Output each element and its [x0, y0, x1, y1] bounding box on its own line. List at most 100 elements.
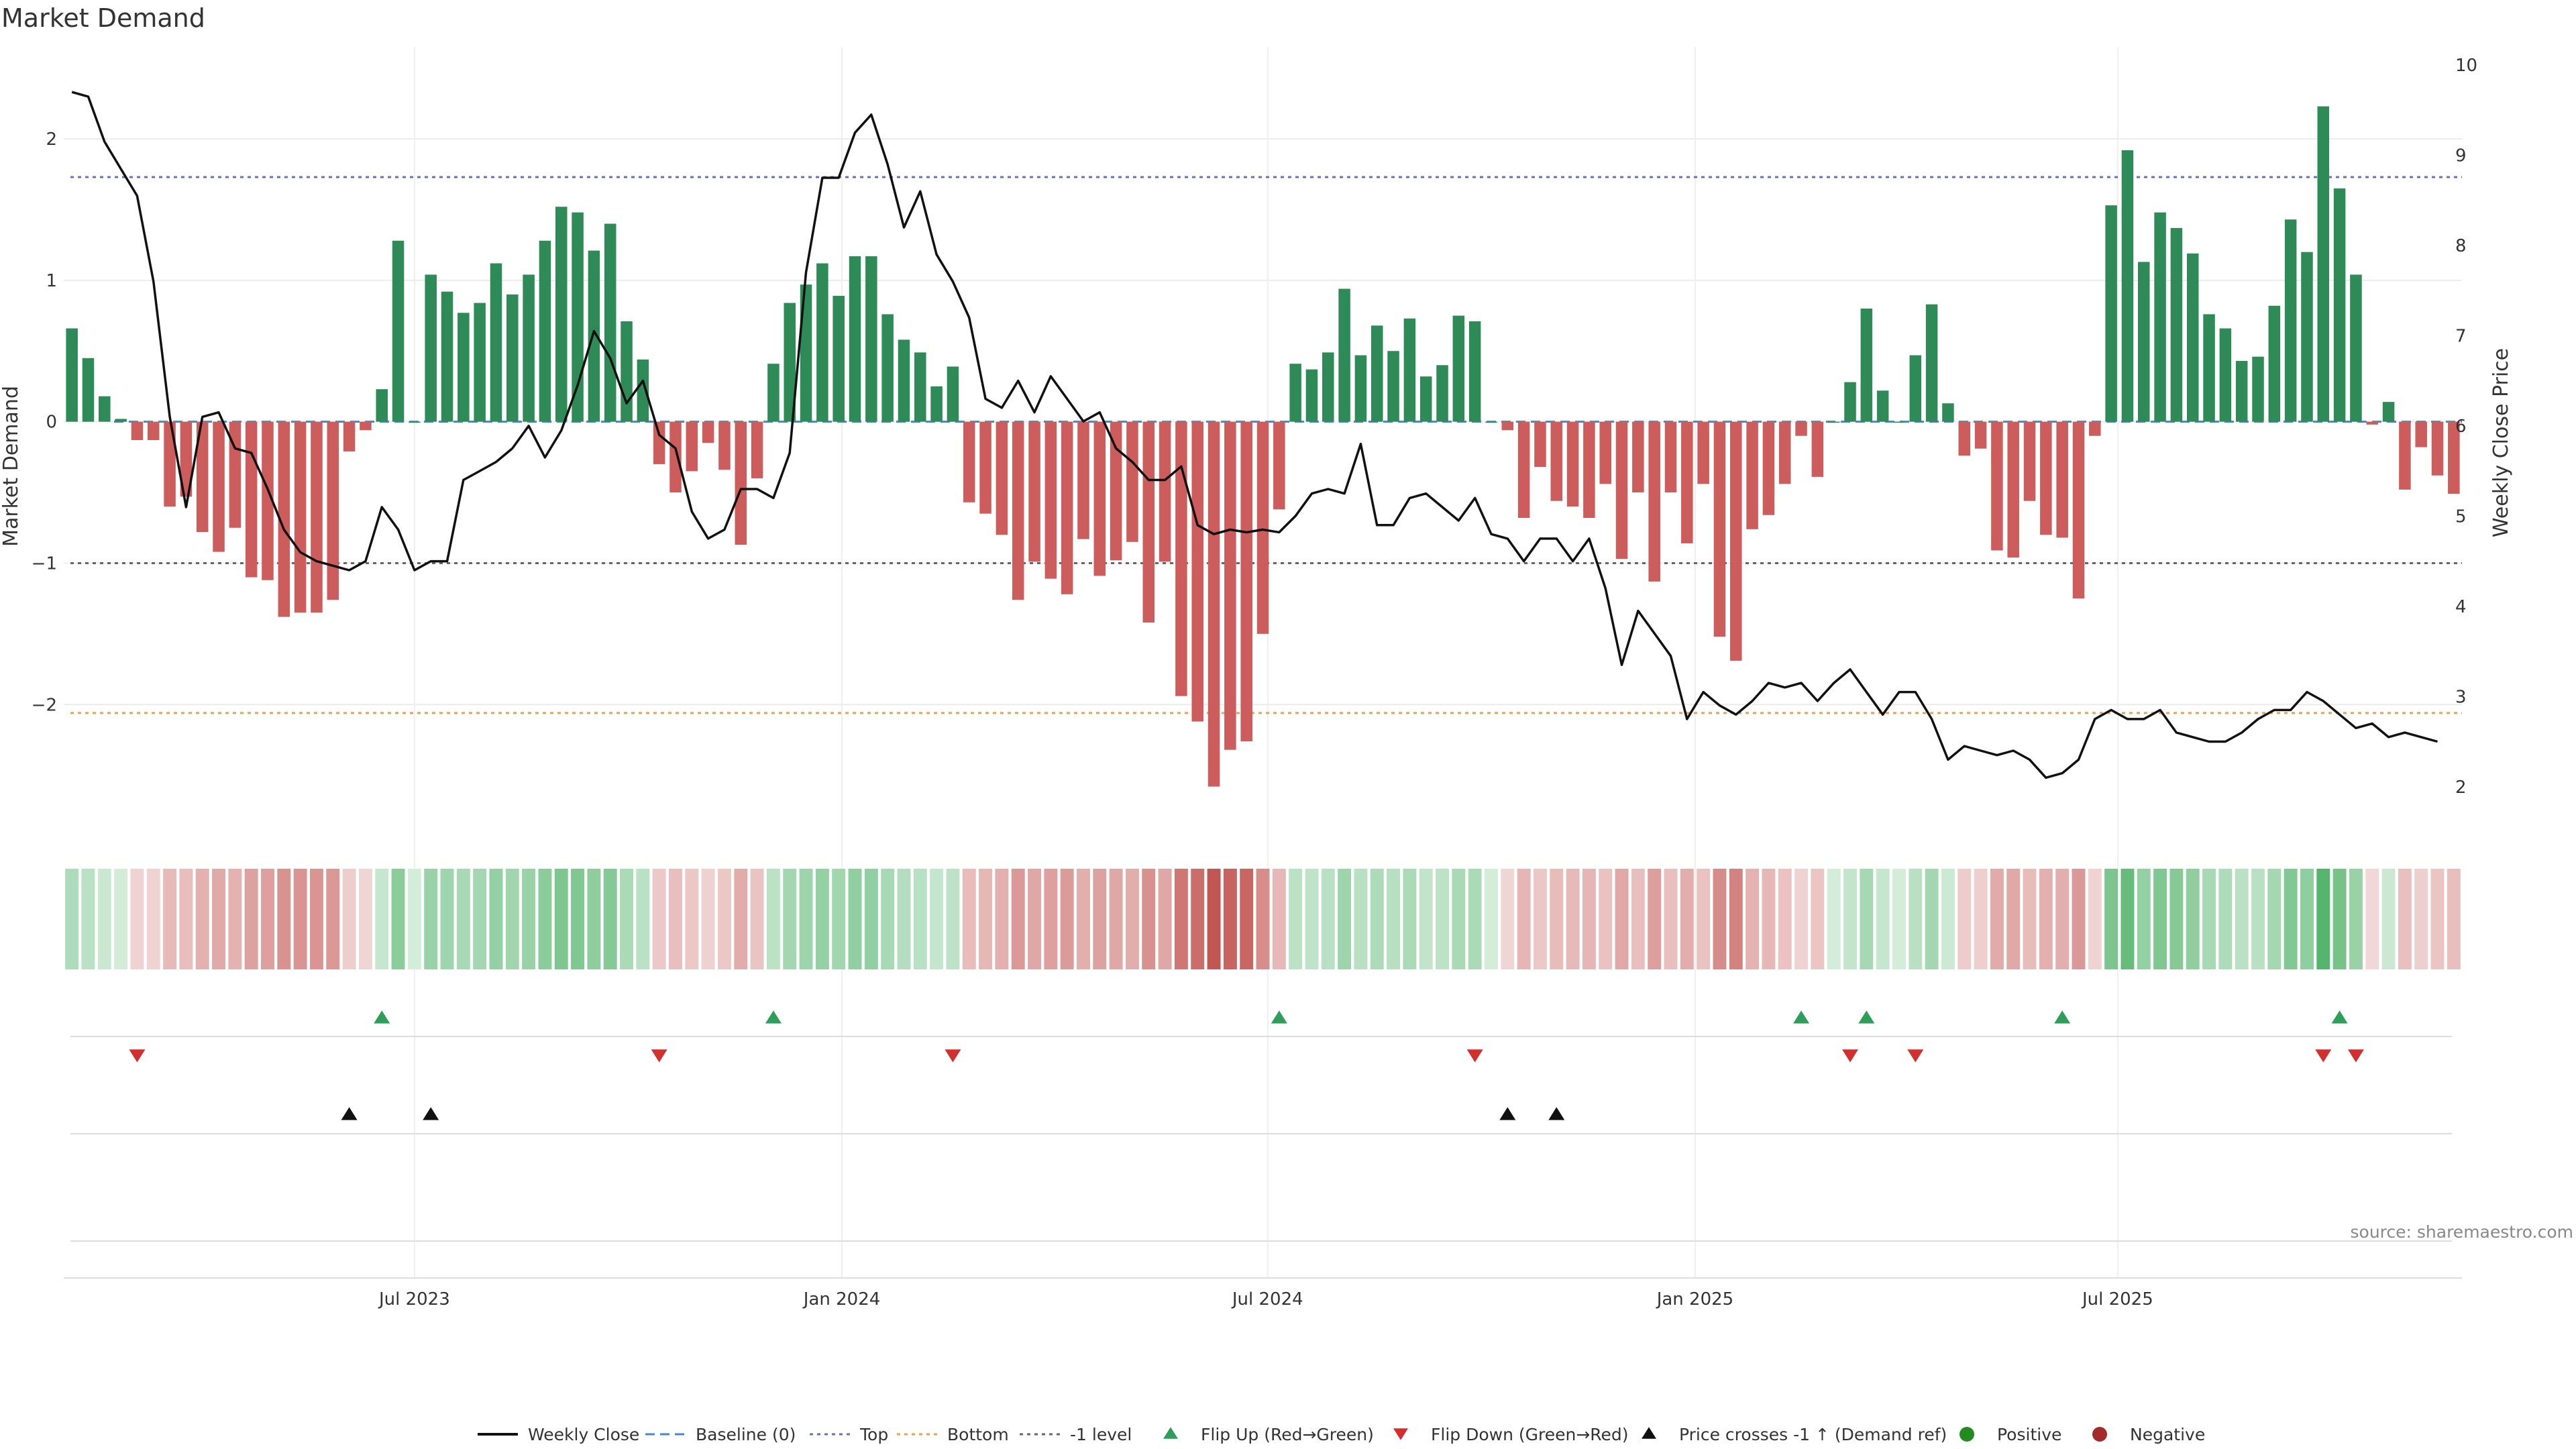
demand-bar [458, 313, 470, 422]
heatmap-cell [685, 869, 699, 969]
demand-bar [311, 421, 323, 613]
heatmap-cell [375, 869, 389, 969]
heatmap-cell [1925, 869, 1939, 969]
heatmap-cell [1533, 869, 1547, 969]
left-tick-label: −2 [32, 695, 57, 715]
heatmap-cell [620, 869, 634, 969]
demand-bar [1974, 421, 1987, 449]
heatmap-cell [1990, 869, 2004, 969]
weekly-close-line [71, 91, 2438, 780]
heatmap-cell [995, 869, 1009, 969]
demand-bar [1501, 421, 1514, 431]
heatmap-cell [1158, 869, 1172, 969]
demand-bar [539, 240, 551, 422]
demand-bar [735, 421, 747, 545]
heatmap-cell [799, 869, 813, 969]
legend: Weekly Close Baseline (0) Top Bottom -1 leve… [478, 1425, 2205, 1444]
demand-bar [637, 359, 649, 422]
demand-bar [2023, 421, 2036, 501]
legend-label: Flip Up (Red→Green) [1201, 1425, 1374, 1444]
demand-bar [1403, 318, 1416, 422]
demand-bar [1615, 421, 1628, 559]
demand-bar [1305, 369, 1318, 422]
heatmap-cell [1191, 869, 1205, 969]
legend-label: Baseline (0) [696, 1425, 796, 1444]
heatmap-cell [97, 869, 111, 969]
demand-bar [2072, 421, 2085, 599]
heatmap-cell [473, 869, 487, 969]
demand-bar [2448, 421, 2460, 494]
heatmap-cell [1060, 869, 1074, 969]
demand-bar [1778, 421, 1791, 484]
demand-bar [1012, 421, 1024, 600]
heatmap-cell [1876, 869, 1890, 969]
grid-lines [64, 47, 2462, 1278]
demand-bar [180, 421, 193, 497]
heatmap-cell [1680, 869, 1694, 969]
demand-bar [996, 421, 1008, 535]
price-cross-marker [341, 1107, 358, 1120]
x-tick-label: Jul 2023 [378, 1289, 450, 1309]
demand-bar [376, 389, 388, 422]
demand-bar [1925, 304, 1938, 422]
heatmap-cell [2267, 869, 2282, 969]
flip-down-marker [651, 1049, 667, 1063]
heatmap-cell [114, 869, 128, 969]
right-tick-label: 9 [2455, 146, 2467, 166]
demand-bar [1468, 321, 1481, 422]
demand-bar [947, 366, 959, 422]
demand-bar [881, 314, 894, 422]
demand-bar [2415, 421, 2427, 447]
legend-label: Price crosses -1 ↑ (Demand ref) [1679, 1425, 1947, 1444]
demand-bar [686, 421, 698, 472]
flip-up-marker [2054, 1010, 2071, 1024]
demand-bar [131, 421, 144, 441]
demand-bar [1110, 421, 1122, 561]
demand-bar [555, 207, 568, 422]
flip-down-marker [1842, 1049, 1859, 1063]
x-tick-label: Jul 2025 [2081, 1289, 2153, 1309]
heatmap-cell [2153, 869, 2167, 969]
demand-bar [213, 421, 225, 552]
demand-bar [702, 421, 714, 443]
heatmap-cell [1909, 869, 1923, 969]
heatmap-cell [1452, 869, 1466, 969]
heatmap-cell [2284, 869, 2298, 969]
heatmap-cell [277, 869, 291, 969]
flip-down-marker [945, 1049, 961, 1063]
demand-bar [474, 303, 486, 422]
heatmap-cell [1550, 869, 1564, 969]
heatmap-cell [65, 869, 79, 969]
demand-bar [1958, 421, 1971, 456]
x-tick-label: Jul 2024 [1231, 1289, 1303, 1309]
demand-bar [409, 421, 421, 423]
demand-bar [1419, 376, 1432, 422]
heatmap-cell [146, 869, 160, 969]
demand-bar [930, 386, 943, 422]
demand-bar [99, 396, 111, 422]
legend-swatch [1163, 1427, 1178, 1439]
demand-bar [800, 284, 812, 422]
heatmap-cell [2349, 869, 2363, 969]
demand-bar [1126, 421, 1138, 542]
heatmap-cell [2316, 869, 2330, 969]
heatmap-cell [1762, 869, 1776, 969]
demand-bar [572, 212, 584, 422]
heatmap-cell [407, 869, 421, 969]
demand-bar [751, 421, 763, 478]
heatmap-cell [391, 869, 405, 969]
heatmap-cell [1664, 869, 1678, 969]
demand-bar [1681, 421, 1693, 543]
demand-bar [262, 421, 274, 580]
heatmap-cell [326, 869, 340, 969]
demand-bar [1371, 325, 1383, 422]
legend-item: Flip Down (Green→Red) [1393, 1425, 1629, 1444]
demand-bar [784, 303, 796, 422]
demand-bar [1876, 390, 1889, 422]
demand-bar [1599, 421, 1611, 484]
demand-bar [914, 352, 926, 422]
demand-bar [1827, 421, 1840, 423]
demand-bar [1713, 421, 1726, 637]
left-tick-label: 2 [46, 129, 57, 150]
heatmap-cell [1860, 869, 1874, 969]
